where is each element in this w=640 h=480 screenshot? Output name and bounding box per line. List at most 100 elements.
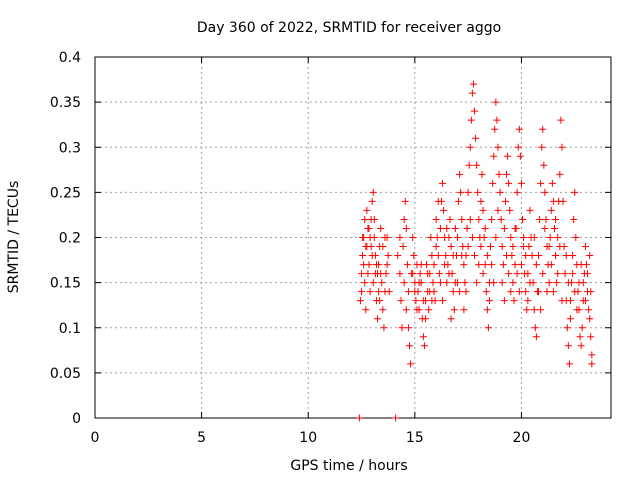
data-point	[371, 252, 379, 260]
data-point	[367, 243, 375, 251]
tick-labels: 0 5 10 15 20 0 0.05 0.1 0.15 0.2 0.25 0.3 0.35 0.4	[50, 50, 531, 446]
data-point	[581, 297, 589, 305]
data-point	[375, 288, 383, 296]
data-point	[449, 252, 457, 260]
data-point	[359, 234, 367, 241]
data-point	[586, 315, 594, 323]
data-point	[552, 252, 560, 260]
data-point	[400, 279, 408, 287]
data-point	[529, 279, 537, 287]
data-point	[524, 270, 532, 278]
data-point	[406, 342, 414, 350]
data-point	[409, 270, 417, 278]
data-point	[539, 125, 547, 133]
data-point	[361, 279, 369, 287]
data-point	[419, 333, 427, 341]
data-point	[507, 234, 515, 241]
data-point	[577, 342, 585, 350]
data-point	[443, 224, 451, 232]
data-point	[399, 243, 407, 251]
data-point	[489, 179, 497, 187]
data-point	[433, 234, 441, 241]
data-point	[523, 306, 531, 314]
data-point	[374, 270, 382, 278]
data-point	[364, 270, 372, 278]
data-point	[379, 243, 387, 251]
data-point	[472, 134, 480, 142]
data-point	[439, 179, 447, 187]
data-point	[362, 306, 370, 314]
data-point	[416, 270, 424, 278]
data-point	[436, 224, 444, 232]
data-point	[377, 224, 385, 232]
x-tick-label: 15	[406, 430, 424, 446]
data-point	[490, 279, 498, 287]
plot-frame	[94, 56, 612, 419]
data-point	[553, 279, 561, 287]
data-point	[469, 80, 477, 88]
data-point	[385, 288, 393, 296]
data-point	[506, 206, 514, 214]
data-point	[436, 279, 444, 287]
data-point	[549, 288, 557, 296]
data-point	[460, 261, 468, 269]
x-tick-label: 0	[91, 430, 100, 446]
data-point	[378, 279, 386, 287]
y-axis-label: SRMTID / TECUs	[6, 181, 22, 294]
data-point	[572, 234, 580, 241]
data-point	[573, 306, 581, 314]
data-point	[409, 234, 417, 241]
data-point	[447, 243, 455, 251]
data-points	[355, 80, 596, 422]
data-point	[541, 224, 549, 232]
data-point	[539, 270, 547, 278]
data-point	[383, 261, 391, 269]
data-point	[478, 170, 486, 178]
data-point	[500, 297, 508, 305]
data-point	[515, 125, 523, 133]
data-point	[456, 170, 464, 178]
data-point	[445, 234, 453, 241]
data-point	[376, 297, 384, 305]
data-point	[530, 234, 538, 241]
data-point	[439, 297, 447, 305]
data-point	[477, 243, 485, 251]
data-point	[499, 261, 507, 269]
data-point	[359, 252, 367, 260]
data-point	[468, 234, 476, 241]
data-point	[587, 333, 595, 341]
data-point	[424, 270, 432, 278]
data-point	[588, 351, 596, 359]
y-tick-label: 0	[72, 411, 81, 427]
data-point	[493, 116, 501, 124]
data-point	[374, 315, 382, 323]
data-point	[464, 188, 472, 196]
data-point	[397, 297, 405, 305]
data-point	[471, 252, 479, 260]
data-point	[368, 197, 376, 205]
data-point	[366, 234, 374, 241]
data-point	[427, 234, 435, 241]
data-point	[358, 288, 366, 296]
data-point	[403, 261, 411, 269]
data-point	[484, 324, 492, 332]
data-point	[407, 360, 415, 368]
y-tick-label: 0.25	[50, 185, 81, 201]
chart-title: Day 360 of 2022, SRMTID for receiver agg…	[197, 20, 501, 36]
data-point	[571, 288, 579, 296]
data-point	[404, 288, 412, 296]
data-point	[524, 297, 532, 305]
data-point	[435, 270, 443, 278]
data-point	[564, 279, 572, 287]
data-point	[479, 206, 487, 214]
data-point	[473, 279, 481, 287]
data-point	[447, 315, 455, 323]
data-point	[429, 279, 437, 287]
data-point	[537, 179, 545, 187]
data-point	[560, 243, 568, 251]
data-point	[564, 342, 572, 350]
data-point	[503, 170, 511, 178]
data-point	[515, 288, 523, 296]
data-point	[528, 252, 536, 260]
data-point	[410, 252, 418, 260]
